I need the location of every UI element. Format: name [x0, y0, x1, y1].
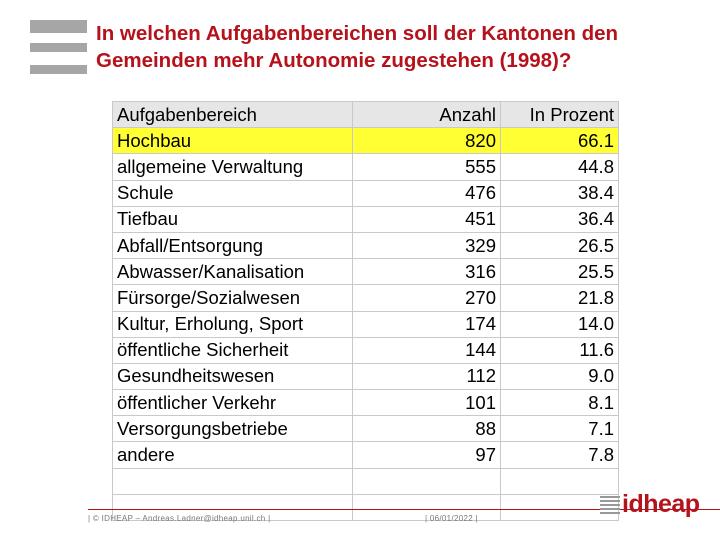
menu-bar	[30, 20, 87, 33]
table-cell: 7.8	[500, 441, 619, 469]
table-cell: 451	[352, 205, 501, 233]
table-cell: 270	[352, 284, 501, 312]
empty-cell	[112, 493, 353, 522]
footer-credit-box: | © IDHEAP – Andreas.Ladner@idheap.unil.…	[88, 514, 271, 523]
table-row: Abwasser/Kanalisation 316 25.5	[112, 258, 619, 286]
table-cell: 476	[352, 179, 501, 207]
table-cell: 26.5	[500, 231, 619, 260]
table-row: öffentlicher Verkehr 101 8.1	[112, 389, 619, 417]
column-header: In Prozent	[500, 100, 619, 129]
table-row: Kultur, Erholung, Sport 174 14.0	[112, 310, 619, 338]
footer-date: 06/01/2022	[429, 514, 473, 523]
menu-bar	[30, 43, 87, 52]
table-cell: Kultur, Erholung, Sport	[112, 310, 353, 338]
table-row: Abfall/Entsorgung 329 26.5	[112, 231, 619, 260]
table-row: Hochbau 820 66.1	[112, 127, 619, 155]
table-cell: Tiefbau	[112, 205, 353, 233]
data-table: Aufgabenbereich Anzahl In Prozent Hochbau 8…	[112, 100, 619, 522]
table-cell: 25.5	[500, 258, 619, 286]
table-cell: Fürsorge/Sozialwesen	[112, 284, 353, 312]
table-cell: öffentliche Sicherheit	[112, 336, 353, 364]
table-cell: öffentlicher Verkehr	[112, 389, 353, 417]
table-cell: 88	[352, 415, 501, 443]
table-cell: 7.1	[500, 415, 619, 443]
column-header: Anzahl	[352, 100, 501, 129]
column-header: Aufgabenbereich	[112, 100, 353, 129]
footer-date-box: | 06/01/2022 |	[425, 514, 478, 523]
table-cell: allgemeine Verwaltung	[112, 153, 353, 181]
empty-row	[112, 467, 619, 495]
table-cell: 820	[352, 127, 501, 155]
table-cell: 316	[352, 258, 501, 286]
table-cell: 66.1	[500, 127, 619, 155]
empty-cell	[112, 467, 353, 495]
footer-credit: © IDHEAP – Andreas.Ladner@idheap.unil.ch	[92, 514, 266, 523]
table-cell: 329	[352, 231, 501, 260]
table-cell: 112	[352, 362, 501, 391]
table-cell: 174	[352, 310, 501, 338]
menu-bar	[30, 65, 87, 74]
table-row: Schule 476 38.4	[112, 179, 619, 207]
footer-rule	[88, 509, 720, 510]
header-row: Aufgabenbereich Anzahl In Prozent	[112, 100, 619, 129]
table-row: öffentliche Sicherheit 144 11.6	[112, 336, 619, 364]
table-cell: 36.4	[500, 205, 619, 233]
table-cell: 8.1	[500, 389, 619, 417]
table-cell: 97	[352, 441, 501, 469]
table-cell: 38.4	[500, 179, 619, 207]
table-cell: Abwasser/Kanalisation	[112, 258, 353, 286]
table-body: Hochbau 820 66.1 allgemeine Verwaltung 555 44…	[112, 127, 619, 522]
logo: idheap	[622, 490, 700, 518]
table-row: allgemeine Verwaltung 555 44.8	[112, 153, 619, 181]
table-cell: 21.8	[500, 284, 619, 312]
logo-lines	[600, 496, 620, 514]
table-row: Tiefbau 451 36.4	[112, 205, 619, 233]
table-cell: 11.6	[500, 336, 619, 364]
table-cell: 9.0	[500, 362, 619, 391]
table-row: Gesundheitswesen 112 9.0	[112, 362, 619, 391]
table-cell: 555	[352, 153, 501, 181]
table-cell: Schule	[112, 179, 353, 207]
table-cell: 14.0	[500, 310, 619, 338]
table-cell: Abfall/Entsorgung	[112, 231, 353, 260]
title: In welchen Aufgabenbereichen soll der Ka…	[96, 22, 619, 72]
table-cell: andere	[112, 441, 353, 469]
table-cell: Gesundheitswesen	[112, 362, 353, 391]
empty-cell	[352, 493, 501, 522]
table-row: Versorgungsbetriebe 88 7.1	[112, 415, 619, 443]
table-cell: Hochbau	[112, 127, 353, 155]
empty-cell	[500, 493, 619, 522]
table-row: andere 97 7.8	[112, 441, 619, 469]
empty-row	[112, 493, 619, 522]
table-row: Fürsorge/Sozialwesen 270 21.8	[112, 284, 619, 312]
table-cell: 44.8	[500, 153, 619, 181]
table-cell: Versorgungsbetriebe	[112, 415, 353, 443]
table-cell: 101	[352, 389, 501, 417]
empty-cell	[352, 467, 501, 495]
empty-cell	[500, 467, 619, 495]
table-cell: 144	[352, 336, 501, 364]
